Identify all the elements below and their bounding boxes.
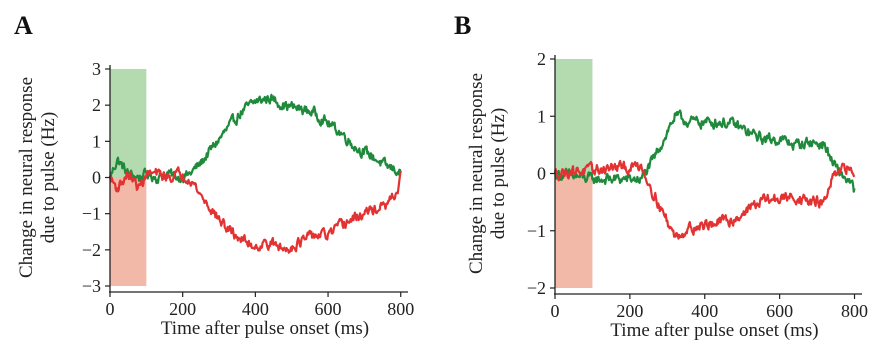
y-tick-label: 1 — [92, 131, 101, 151]
shaded-region-negative — [110, 177, 147, 286]
green-trace — [553, 109, 856, 193]
y-tick-label: −2 — [82, 240, 101, 260]
y-tick-label: 1 — [537, 106, 546, 126]
red-trace — [553, 159, 856, 240]
y-axis-title-line: Change in neural response — [16, 77, 37, 278]
y-tick-label: 0 — [92, 168, 101, 188]
y-tick-label: 3 — [92, 59, 101, 79]
x-axis-title: Time after pulse onset (ms) — [161, 318, 369, 339]
y-tick-label: 0 — [537, 164, 546, 184]
x-tick-label: 600 — [766, 301, 793, 321]
y-tick-label: 2 — [537, 49, 546, 69]
panel-label: A — [14, 11, 33, 40]
panel-label: B — [454, 11, 471, 40]
y-tick-label: −1 — [527, 221, 546, 241]
y-axis-title-line: due to pulse (Hz) — [488, 108, 509, 239]
x-tick-label: 0 — [106, 299, 115, 319]
x-tick-label: 400 — [242, 299, 269, 319]
y-tick-label: −1 — [82, 204, 101, 224]
shaded-region-positive — [110, 69, 147, 178]
x-axis-title: Time after pulse onset (ms) — [610, 320, 818, 341]
red-trace — [108, 166, 402, 254]
y-tick-label: −3 — [82, 276, 101, 296]
x-tick-label: 600 — [315, 299, 342, 319]
x-tick-label: 200 — [169, 299, 196, 319]
green-trace — [109, 93, 402, 185]
x-tick-label: 800 — [841, 301, 868, 321]
x-tick-label: 200 — [616, 301, 643, 321]
shaded-region-negative — [555, 173, 593, 288]
y-tick-label: 2 — [92, 95, 101, 115]
y-axis-title-line: Change in neural response — [466, 73, 487, 274]
x-tick-label: 800 — [387, 299, 414, 319]
y-axis-title-line: due to pulse (Hz) — [38, 112, 59, 243]
x-tick-label: 0 — [551, 301, 560, 321]
x-tick-label: 400 — [691, 301, 718, 321]
shaded-region-positive — [555, 59, 593, 174]
y-tick-label: −2 — [527, 278, 546, 298]
